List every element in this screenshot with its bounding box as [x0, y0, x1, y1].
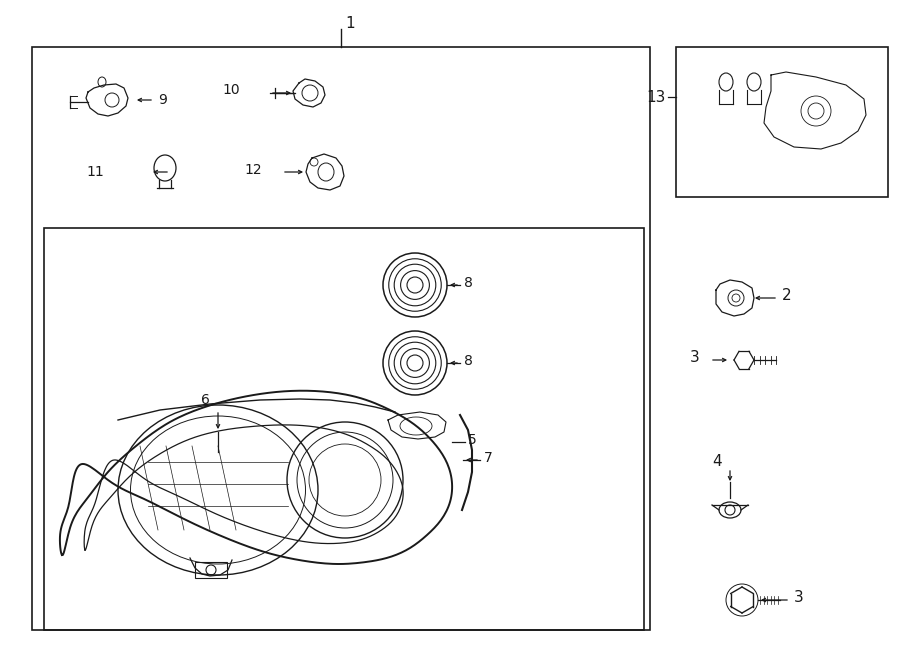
Text: 1: 1	[345, 15, 355, 30]
Text: 3: 3	[794, 590, 804, 605]
Text: 12: 12	[244, 163, 262, 177]
Text: 6: 6	[201, 393, 210, 407]
Bar	[44, 228, 644, 630]
Text: 2: 2	[782, 288, 792, 303]
Bar	[676, 47, 888, 197]
Text: 5: 5	[468, 433, 477, 447]
Bar	[32, 47, 650, 630]
Text: 13: 13	[646, 89, 666, 104]
Text: 8: 8	[464, 354, 473, 368]
Text: 4: 4	[713, 455, 722, 469]
Text: 3: 3	[690, 350, 700, 366]
Text: 7: 7	[484, 451, 493, 465]
Text: 10: 10	[222, 83, 239, 97]
Text: 9: 9	[158, 93, 166, 107]
Bar	[195, 562, 227, 578]
Text: 8: 8	[464, 276, 473, 290]
Text: 11: 11	[86, 165, 104, 179]
